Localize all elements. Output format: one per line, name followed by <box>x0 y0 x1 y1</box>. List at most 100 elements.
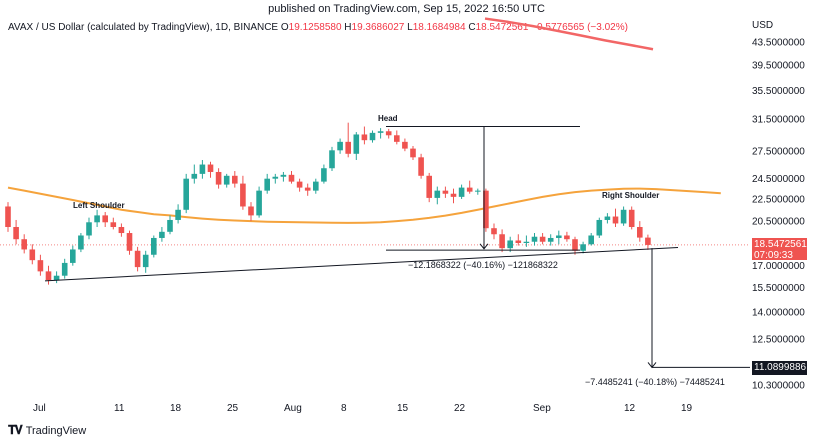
candle-body <box>402 141 408 149</box>
y-tick-label: 12.5000000 <box>752 334 805 345</box>
y-tick-label: 17.0000000 <box>752 261 805 272</box>
y-tick-label: 20.5000000 <box>752 217 805 228</box>
candle-body <box>588 235 594 245</box>
candle-body <box>556 235 562 238</box>
candle-body <box>167 219 173 232</box>
candle-body <box>547 237 554 242</box>
candle-body <box>248 206 254 216</box>
y-tick-label: 10.3000000 <box>752 381 805 392</box>
candle-body <box>410 148 416 158</box>
low-label: L <box>407 22 413 33</box>
arrow-head-1 <box>479 243 489 250</box>
candle-body <box>394 135 400 142</box>
candle-body <box>466 187 473 192</box>
candle-body <box>369 132 376 141</box>
candle-body <box>604 216 611 220</box>
x-tick-label: 15 <box>397 403 409 414</box>
low-value: 18.1684984 <box>412 22 466 33</box>
footer-brand: 𝐓𝐕 TradingView <box>8 423 86 438</box>
candle-body <box>94 215 100 223</box>
ma50-line <box>7 186 721 224</box>
candle-body <box>5 206 11 228</box>
candle-body <box>612 216 619 224</box>
x-tick-label: 22 <box>454 403 466 414</box>
x-tick-label: 8 <box>341 403 347 414</box>
candle-body <box>313 181 319 191</box>
last-price-value: 18.5472561 <box>754 239 807 250</box>
candle-body <box>491 228 497 235</box>
candle-body <box>361 134 368 141</box>
candle-body <box>418 157 424 176</box>
candle-body <box>175 209 181 220</box>
x-tick-label: 11 <box>114 403 125 414</box>
x-tick-label: Aug <box>284 403 302 414</box>
measure-label-2: −7.4485241 (−40.18%) −74485241 <box>585 377 725 387</box>
candle-body <box>288 174 295 182</box>
x-tick-label: 19 <box>681 403 693 414</box>
y-tick-label: 31.5000000 <box>752 114 805 125</box>
candle-body <box>645 237 651 245</box>
candle-body <box>207 164 214 172</box>
y-tick-label: 35.5000000 <box>752 86 805 97</box>
measure-label-1: −12.1868322 (−40.16%) −121868322 <box>408 260 558 270</box>
candle-body <box>580 244 586 251</box>
candle-body <box>264 178 270 191</box>
candle-body <box>53 275 60 281</box>
candle-body <box>151 237 157 255</box>
ma200-line <box>484 17 654 51</box>
candle-body <box>199 164 206 174</box>
candle-body <box>280 174 287 177</box>
candle-body <box>134 250 141 268</box>
candle-body <box>426 175 432 198</box>
candle-body <box>507 240 513 249</box>
y-tick-label: 14.0000000 <box>752 307 805 318</box>
candle-body <box>499 234 505 249</box>
candle-body <box>142 254 149 268</box>
symbol-legend: AVAX / US Dollar (calculated by TradingV… <box>8 22 628 33</box>
candle-body <box>191 173 198 179</box>
candle-body <box>78 235 84 250</box>
candle-body <box>13 227 19 240</box>
countdown-value: 07:09:33 <box>754 250 793 261</box>
x-tick-label: 25 <box>227 403 239 414</box>
candle-body <box>564 235 570 240</box>
candle-body <box>240 183 246 207</box>
candle-body <box>483 190 489 229</box>
candle-body <box>272 176 279 179</box>
candle-body <box>353 134 360 154</box>
candle-body <box>515 240 522 244</box>
candle-body <box>29 249 36 261</box>
candle-body <box>596 219 603 236</box>
currency-label: USD <box>752 20 774 31</box>
candle-body <box>215 171 222 185</box>
brand-name: TradingView <box>25 424 87 437</box>
close-value: 18.5472561 <box>475 22 529 33</box>
candle-body <box>183 178 189 210</box>
candle-body <box>61 262 68 276</box>
y-tick-label: 15.5000000 <box>752 283 805 294</box>
candle-body <box>442 190 449 194</box>
y-tick-label: 39.5000000 <box>752 60 805 71</box>
x-tick-label: Sep <box>533 403 551 414</box>
target-price-value: 11.0899886 <box>754 362 807 373</box>
candle-body <box>628 209 635 228</box>
candle-body <box>70 249 76 263</box>
candle-body <box>458 187 465 197</box>
candle-body <box>223 175 230 185</box>
candle-body <box>523 241 530 244</box>
candle-body <box>539 236 546 242</box>
change-value: −0.5776565 (−3.02%) <box>531 22 628 33</box>
candle-body <box>110 222 117 228</box>
candle-body <box>450 193 457 197</box>
left-shoulder-label: Left Shoulder <box>73 201 125 210</box>
target-price-box: 11.0899886 <box>752 361 807 375</box>
last-price-box: 18.5472561 07:09:33 <box>752 238 807 261</box>
tradingview-logo-icon: 𝐓𝐕 <box>8 423 23 437</box>
publish-header: published on TradingView.com, Sep 15, 20… <box>268 3 545 15</box>
candle-body <box>304 187 311 191</box>
candle-body <box>159 231 165 238</box>
open-label: O <box>280 22 289 33</box>
y-tick-label: 24.5000000 <box>752 174 805 185</box>
x-tick-label: 12 <box>624 403 636 414</box>
